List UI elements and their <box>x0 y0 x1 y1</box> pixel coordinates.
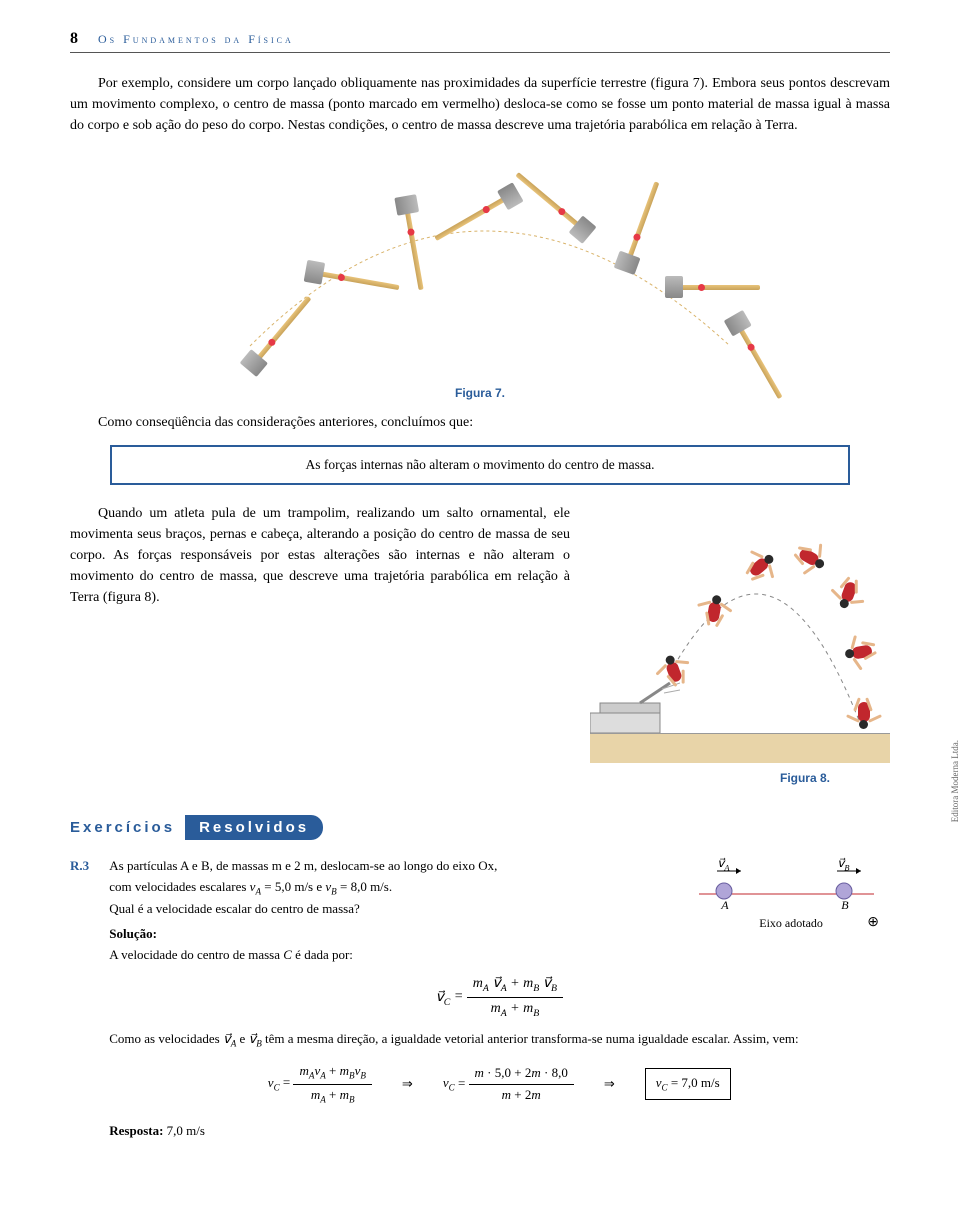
section-left: Exercícios <box>70 815 185 840</box>
diver-5 <box>846 636 878 668</box>
section-right: Resolvidos <box>185 815 323 840</box>
exercise-label: R.3 <box>70 856 106 877</box>
label-B: B <box>841 896 848 915</box>
boxed-result: vC = 7,0 m/s <box>645 1068 731 1100</box>
solution-line-1: A velocidade do centro de massa C é dada… <box>109 945 669 966</box>
paragraph-2: Quando um atleta pula de um trampolim, r… <box>70 503 570 608</box>
header-title: Os Fundamentos da Física <box>98 32 294 47</box>
diver-6 <box>850 698 878 726</box>
formula-chain: vC = mAvA + mBvB mA + mB ⇒ vC = m · 5,0 … <box>109 1061 889 1106</box>
publisher-credit: Editora Moderna Ltda. <box>950 740 960 822</box>
vector-formula: v⃗C = mA v⃗A + mB v⃗B mA + mB <box>109 973 889 1021</box>
problem-line-2: com velocidades escalares vA = 5,0 m/s e… <box>109 877 669 899</box>
figure-7-label: Figura 7. <box>70 386 890 400</box>
answer-line: Resposta: 7,0 m/s <box>109 1121 889 1142</box>
section-header: Exercícios Resolvidos <box>70 815 890 840</box>
answer-label: Resposta: <box>109 1123 163 1138</box>
problem-line-1: As partículas A e B, de massas m e 2 m, … <box>109 856 669 877</box>
scalar-note: Como as velocidades v⃗A e v⃗B têm a mesm… <box>109 1029 889 1051</box>
figure-8 <box>590 503 890 763</box>
answer-value: 7,0 m/s <box>167 1123 205 1138</box>
exercise-r3: R.3 As partículas A e B, de massas m e 2… <box>70 856 890 1141</box>
figure-8-label: Figura 8. <box>70 771 830 785</box>
water <box>590 733 890 763</box>
exercise-diagram: v⃗A v⃗B A B Eixo adotado ⊕ <box>689 856 889 936</box>
diver-1 <box>698 596 730 628</box>
arrow-1: ⇒ <box>402 1074 413 1095</box>
figure-7 <box>210 156 750 376</box>
solution-label: Solução: <box>109 924 669 945</box>
page-header: 8 Os Fundamentos da Física <box>70 30 890 53</box>
axis-label: Eixo adotado <box>759 914 823 933</box>
arrow-2: ⇒ <box>604 1074 615 1095</box>
plus-symbol: ⊕ <box>867 912 879 934</box>
label-A: A <box>721 896 728 915</box>
page-number: 8 <box>70 30 78 48</box>
paragraph-1: Por exemplo, considere um corpo lançado … <box>70 73 890 136</box>
consequence-intro: Como conseqüência das considerações ante… <box>70 412 890 433</box>
trajectory-curve <box>210 156 750 376</box>
box-statement: As forças internas não alteram o movimen… <box>110 445 850 485</box>
problem-line-3: Qual é a velocidade escalar do centro de… <box>109 899 669 920</box>
hammer-6 <box>670 281 760 293</box>
